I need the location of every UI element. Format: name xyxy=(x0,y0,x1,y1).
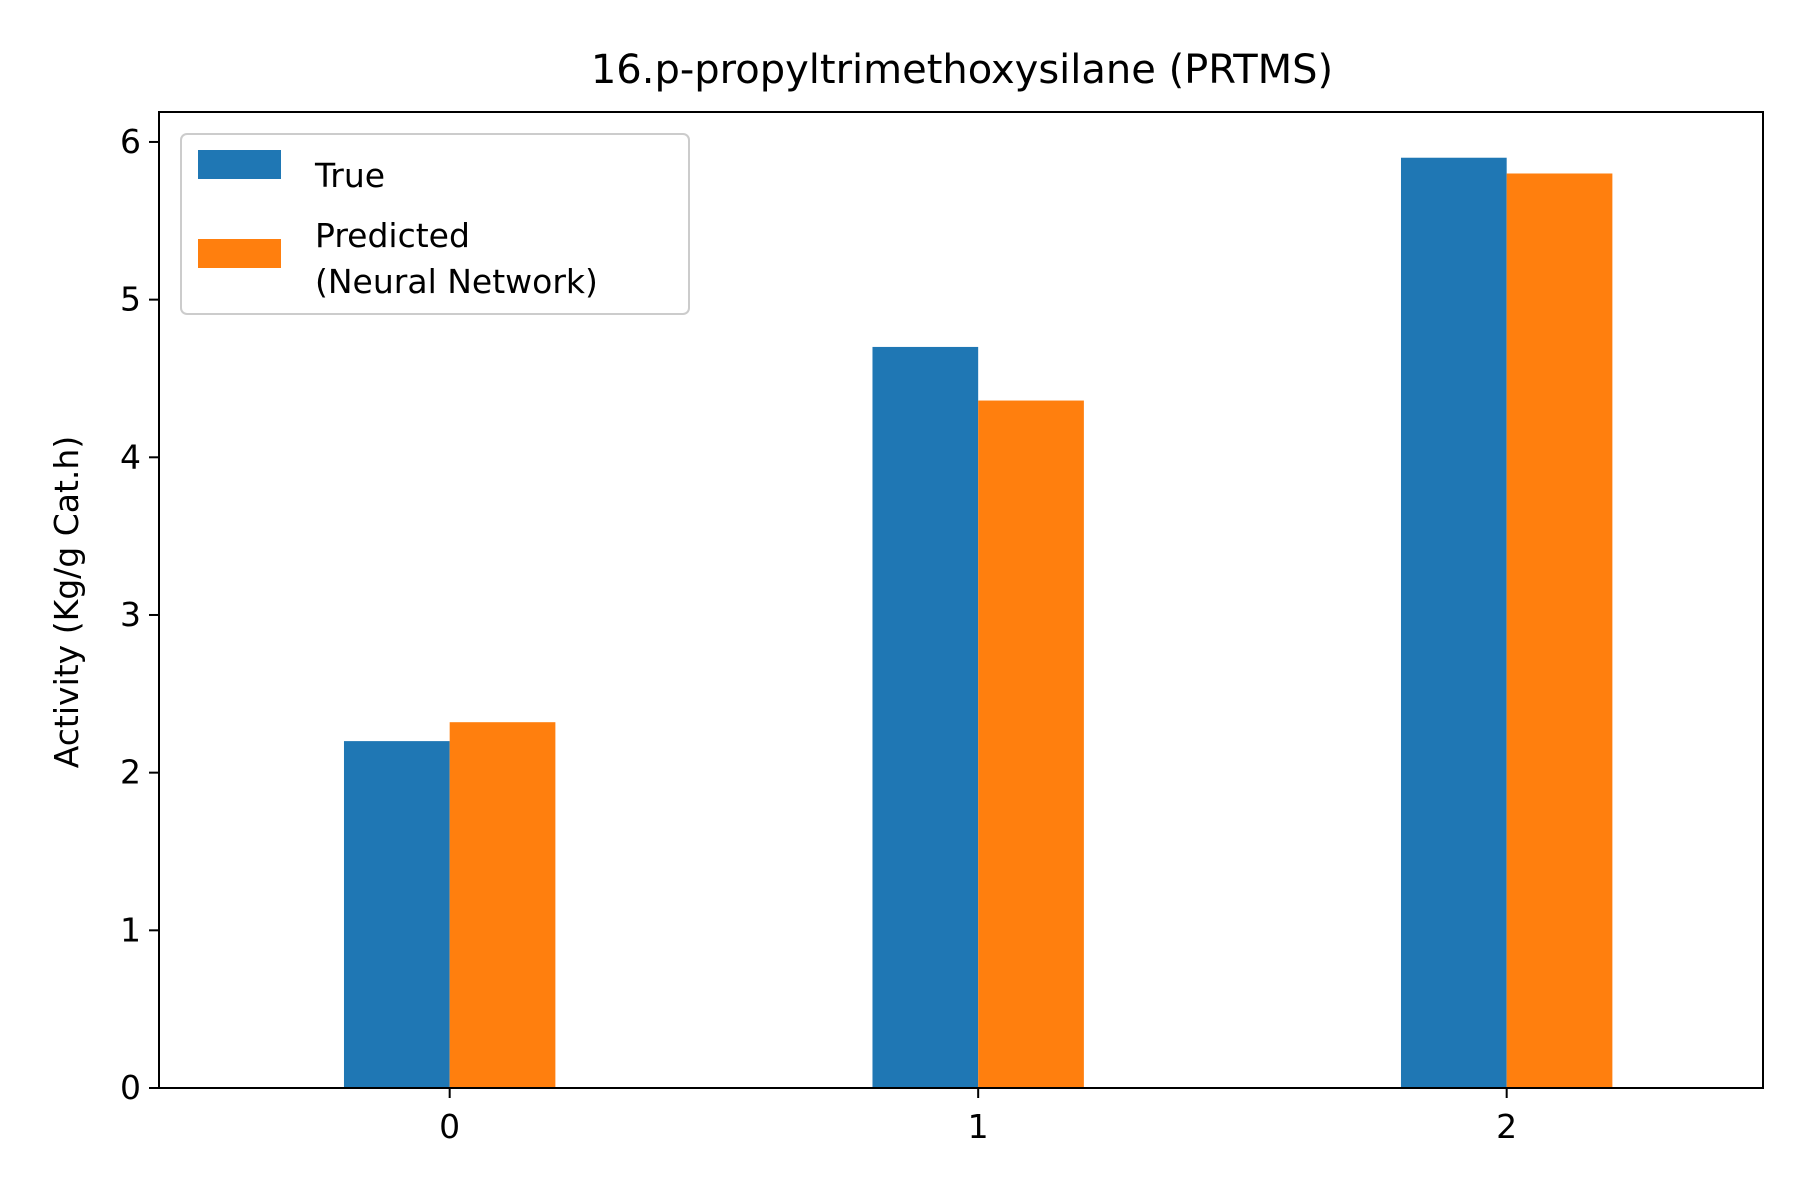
bar-predicted-2 xyxy=(1506,173,1613,1088)
legend-swatch-predicted xyxy=(198,239,281,268)
x-tick-label: 1 xyxy=(968,1107,989,1146)
y-tick-label: 6 xyxy=(120,122,141,161)
bar-true-1 xyxy=(872,346,979,1088)
y-tick-label: 0 xyxy=(120,1068,141,1107)
legend: True Predicted (Neural Network) xyxy=(180,133,690,315)
y-tick-label: 3 xyxy=(120,595,141,634)
legend-swatch-true xyxy=(198,150,281,179)
legend-label-predicted: Predicted (Neural Network) xyxy=(315,216,598,301)
bar-predicted-1 xyxy=(978,400,1084,1088)
y-axis-label: Activity (Kg/g Cat.h) xyxy=(47,436,86,768)
bar-true-2 xyxy=(1400,157,1507,1089)
x-tick-label: 2 xyxy=(1496,1107,1517,1146)
bars-layer xyxy=(343,157,1613,1089)
bar-predicted-0 xyxy=(449,722,556,1088)
y-tick-label: 2 xyxy=(120,753,141,792)
y-tick-label: 5 xyxy=(120,280,141,319)
y-tick-label: 4 xyxy=(120,437,141,476)
legend-label-true: True xyxy=(314,156,385,195)
ticks-layer: 0 1 2 3 4 5 6 0 1 2 xyxy=(120,122,1517,1146)
legend-box xyxy=(180,133,690,315)
chart-title: 16.p-propyltrimethoxysilane (PRTMS) xyxy=(591,47,1333,93)
y-tick-label: 1 xyxy=(120,910,141,949)
plot-area-frame xyxy=(158,111,1764,1089)
x-tick-label: 0 xyxy=(439,1107,460,1146)
bar-true-0 xyxy=(343,741,450,1088)
